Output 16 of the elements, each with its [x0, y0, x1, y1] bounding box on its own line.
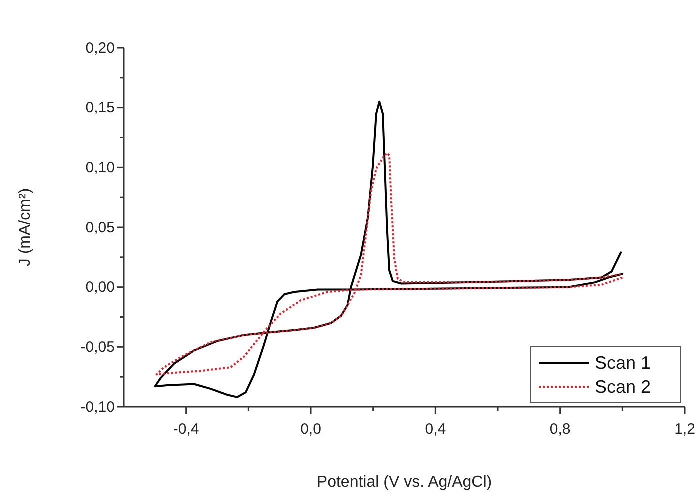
y-axis-title: J (mA/cm²) — [17, 188, 34, 267]
x-tick-label: 0,0 — [300, 421, 322, 438]
y-tick-label: 0,00 — [86, 279, 115, 296]
legend-label: Scan 1 — [595, 353, 652, 373]
y-tick-label: 0,15 — [86, 100, 115, 117]
y-tick-label: 0,20 — [86, 40, 115, 57]
y-tick-label: 0,10 — [86, 159, 115, 176]
x-tick-label: 0,4 — [425, 421, 446, 438]
x-axis-title: Potential (V vs. Ag/AgCl) — [316, 474, 492, 491]
y-tick-label: -0,05 — [80, 338, 115, 356]
x-tick-label: 0,8 — [550, 421, 571, 438]
x-tick-label: 1,2 — [674, 421, 696, 438]
y-tick-label: -0,10 — [80, 398, 115, 416]
legend-label: Scan 2 — [595, 377, 652, 397]
y-tick-label: 0,05 — [86, 219, 115, 236]
x-tick-label: -0,4 — [173, 421, 200, 438]
